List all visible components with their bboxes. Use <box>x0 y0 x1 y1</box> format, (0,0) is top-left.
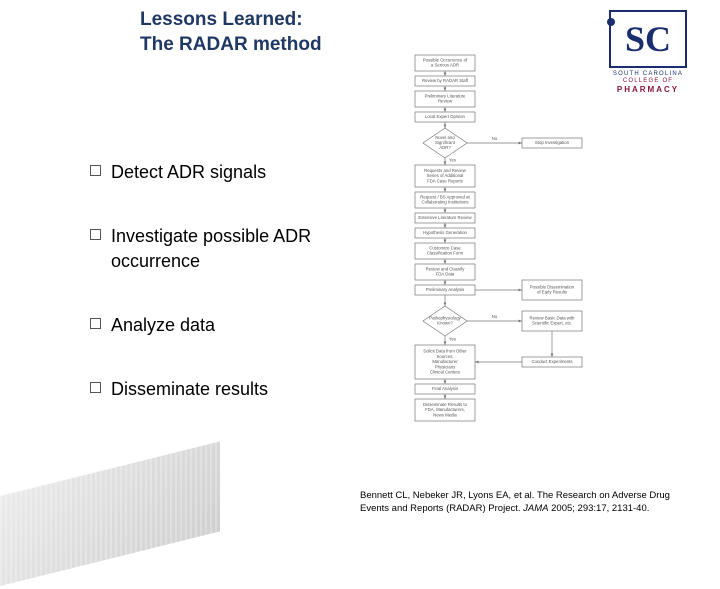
svg-text:Preliminary Analysis: Preliminary Analysis <box>426 287 464 292</box>
svg-text:No: No <box>492 136 498 141</box>
svg-text:Local Expert Opinion: Local Expert Opinion <box>425 114 465 119</box>
list-item: Detect ADR signals <box>90 160 370 184</box>
svg-text:Extensive Literature Review: Extensive Literature Review <box>418 215 472 220</box>
bullet-text: Analyze data <box>111 313 215 337</box>
bullet-marker-icon <box>90 382 101 393</box>
svg-text:Stop Investigation: Stop Investigation <box>535 140 570 145</box>
svg-text:Conduct Experiments: Conduct Experiments <box>531 359 572 364</box>
svg-text:No: No <box>492 314 498 319</box>
svg-text:Final Analysis: Final Analysis <box>432 386 458 391</box>
svg-text:FDA Case Reports: FDA Case Reports <box>427 178 463 183</box>
svg-text:a Serious ADR: a Serious ADR <box>431 63 459 68</box>
svg-text:Yes: Yes <box>449 337 456 342</box>
logo: SC SOUTH CAROLINA COLLEGE OF PHARMACY <box>598 10 698 94</box>
svg-text:Known?: Known? <box>437 321 453 326</box>
svg-text:of Early Results: of Early Results <box>537 290 567 295</box>
flowchart: Possible Occurrence ofa Serious ADRRevie… <box>370 10 600 476</box>
list-item: Disseminate results <box>90 377 370 401</box>
citation-journal: JAMA <box>523 503 548 514</box>
svg-text:FDA Data: FDA Data <box>436 272 455 277</box>
title-line2: The RADAR method <box>140 33 322 58</box>
svg-text:Review: Review <box>438 99 453 104</box>
logo-badge: SC <box>609 10 687 68</box>
svg-text:Scientific Expert, etc.: Scientific Expert, etc. <box>532 321 572 326</box>
svg-text:Hypothesis Generation: Hypothesis Generation <box>423 230 467 235</box>
svg-text:Collaborating Institutions: Collaborating Institutions <box>421 200 468 205</box>
corner-decoration <box>0 441 220 588</box>
svg-text:Classification Form: Classification Form <box>427 251 464 256</box>
citation-tail: 2005; 293:17, 2131-40. <box>549 503 650 514</box>
bullet-list: Detect ADR signals Investigate possible … <box>90 160 370 441</box>
list-item: Investigate possible ADR occurrence <box>90 224 370 273</box>
svg-text:Yes: Yes <box>449 158 456 163</box>
logo-line2: COLLEGE OF <box>598 78 698 84</box>
logo-line3: PHARMACY <box>598 85 698 94</box>
bullet-marker-icon <box>90 165 101 176</box>
svg-text:Clinical Centers: Clinical Centers <box>430 370 460 375</box>
bullet-text: Investigate possible ADR occurrence <box>111 224 370 273</box>
citation: Bennett CL, Nebeker JR, Lyons EA, et al.… <box>360 490 690 516</box>
svg-text:ADR?: ADR? <box>439 145 451 150</box>
flowchart-svg: Possible Occurrence ofa Serious ADRRevie… <box>370 10 600 476</box>
logo-line1: SOUTH CAROLINA <box>598 71 698 77</box>
logo-initials: SC <box>625 18 671 60</box>
bullet-marker-icon <box>90 318 101 329</box>
bullet-text: Disseminate results <box>111 377 268 401</box>
bullet-marker-icon <box>90 229 101 240</box>
slide-title: Lessons Learned: The RADAR method <box>140 8 322 57</box>
title-line1: Lessons Learned: <box>140 8 322 33</box>
svg-text:News Media: News Media <box>433 412 457 417</box>
svg-text:Review by RADAR Staff: Review by RADAR Staff <box>422 78 469 83</box>
bullet-text: Detect ADR signals <box>111 160 266 184</box>
list-item: Analyze data <box>90 313 370 337</box>
logo-dot-icon <box>607 18 615 26</box>
